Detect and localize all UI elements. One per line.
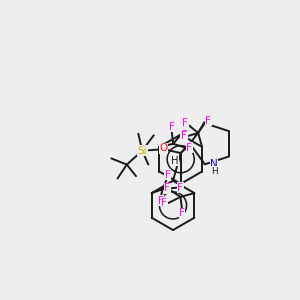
Text: N: N — [210, 159, 218, 169]
Text: F: F — [179, 208, 185, 218]
Text: F: F — [165, 169, 171, 180]
Polygon shape — [180, 143, 191, 153]
Text: H: H — [171, 156, 178, 166]
Text: Si: Si — [137, 146, 147, 156]
Text: F: F — [164, 184, 170, 194]
Text: F: F — [169, 122, 175, 132]
Text: F: F — [205, 116, 211, 126]
Text: F: F — [177, 183, 183, 193]
Text: F: F — [187, 143, 192, 153]
Text: F: F — [182, 130, 188, 140]
Text: F: F — [182, 118, 188, 128]
Text: F: F — [161, 198, 167, 208]
Text: F: F — [158, 196, 164, 206]
Text: H: H — [211, 167, 217, 176]
Text: F: F — [181, 131, 187, 141]
Text: O: O — [160, 143, 168, 153]
